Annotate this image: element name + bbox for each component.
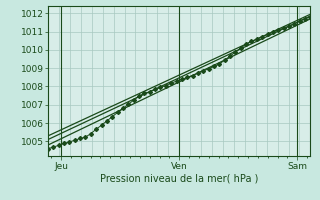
X-axis label: Pression niveau de la mer( hPa ): Pression niveau de la mer( hPa ) <box>100 173 258 183</box>
